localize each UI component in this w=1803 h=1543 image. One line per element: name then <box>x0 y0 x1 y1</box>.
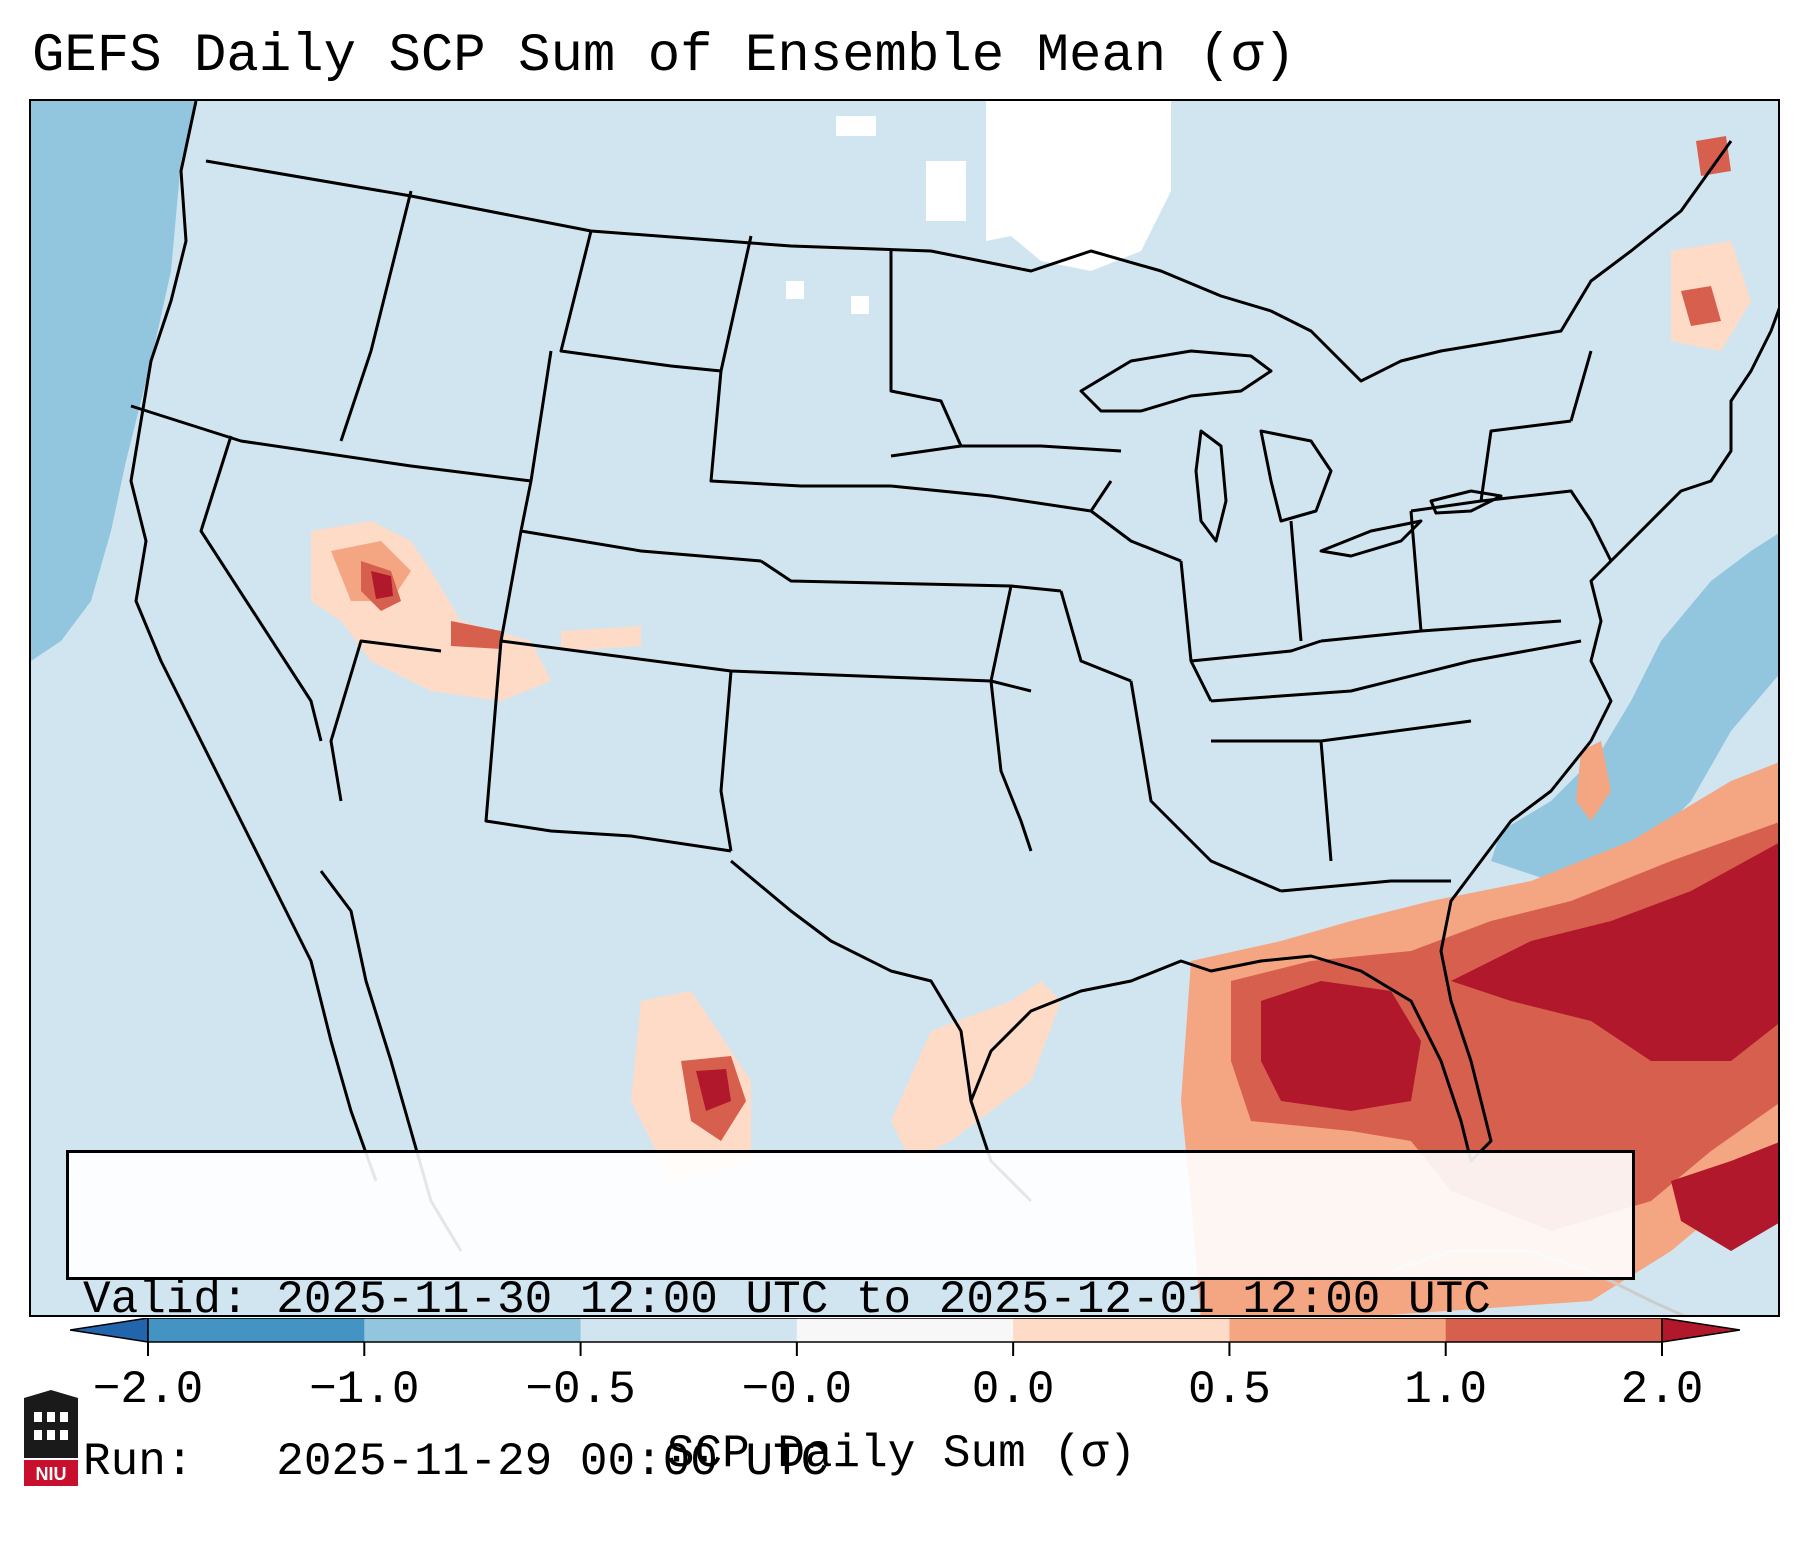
colorbar-tick-label: 2.0 <box>1620 1364 1704 1416</box>
neutral-region-patch <box>926 161 966 221</box>
colorbar-segment <box>1013 1318 1230 1342</box>
colorbar-segment <box>1229 1318 1447 1342</box>
run-time-text: Run: 2025-11-29 00:00 UTC <box>83 1436 829 1488</box>
colorbar-segment <box>364 1318 582 1342</box>
neutral-region-patch <box>786 281 804 299</box>
validity-info-box: Valid: 2025-11-30 12:00 UTC to 2025-12-0… <box>66 1150 1635 1488</box>
caribbean-extreme-region <box>1671 1142 1778 1251</box>
colorbar-tick-label: 1.0 <box>1404 1364 1488 1416</box>
colorbar-tick-label: −0.5 <box>525 1364 636 1416</box>
colorbar-tick-label: 0.5 <box>1188 1364 1271 1416</box>
colorbar-tick-label: −1.0 <box>309 1364 420 1416</box>
west-coastline <box>129 101 378 1182</box>
colorbar-segments <box>147 1318 1663 1343</box>
colorbar-tick-label: −0.0 <box>741 1364 853 1416</box>
colorbar-over-extension <box>1661 1318 1740 1343</box>
midatlantic-anomaly <box>1576 741 1611 821</box>
colorbar-under-extension <box>70 1318 149 1343</box>
northeast-anomaly-core <box>1681 286 1721 326</box>
mexico-anomaly-peak <box>696 1069 731 1111</box>
colorbar-segment <box>148 1318 365 1342</box>
lake-huron <box>1259 429 1333 523</box>
texas-coast-anomaly <box>891 981 1061 1161</box>
colorbar <box>70 1318 1740 1356</box>
lake-ontario <box>1429 489 1503 515</box>
chart-title: GEFS Daily SCP Sum of Ensemble Mean (σ) <box>32 26 1296 87</box>
lake-superior <box>1079 349 1273 413</box>
atlantic-extreme-region <box>1451 843 1778 1061</box>
niu-logo-icon: NIU <box>24 1390 78 1486</box>
neutral-region-patch <box>836 116 876 136</box>
colorbar-segment <box>796 1318 1014 1342</box>
colorbar-tick-label: 0.0 <box>971 1364 1055 1416</box>
pacific-anomaly-region <box>31 101 196 661</box>
state-borders <box>130 190 1613 893</box>
boundaries <box>129 101 1778 1315</box>
neutral-region-north <box>986 101 1171 271</box>
gulf-coastline <box>730 740 1593 1203</box>
utah-anomaly <box>451 621 501 649</box>
neutral-region-patch <box>851 296 869 314</box>
niu-logo-text: NIU <box>36 1464 67 1484</box>
colorbar-ticks <box>147 1342 1663 1356</box>
east-coastline <box>1589 307 1778 742</box>
map-panel <box>29 99 1780 1317</box>
atlantic-negative-region <box>1491 533 1778 881</box>
us-canada-border <box>205 140 1733 383</box>
colorbar-segment <box>580 1318 798 1342</box>
gaspe-anomaly <box>1696 136 1731 176</box>
great-basin-anomaly-peak <box>371 571 393 599</box>
colorbar-segment <box>1445 1318 1663 1342</box>
colorado-anomaly <box>561 626 641 651</box>
map-canvas <box>31 101 1778 1315</box>
colorbar-label: SCP Daily Sum (σ) <box>666 1428 1137 1480</box>
lake-michigan <box>1194 429 1228 543</box>
colorbar-tick-label: −2.0 <box>92 1364 204 1416</box>
gulf-extreme-region <box>1261 981 1421 1111</box>
lake-erie <box>1319 519 1423 558</box>
